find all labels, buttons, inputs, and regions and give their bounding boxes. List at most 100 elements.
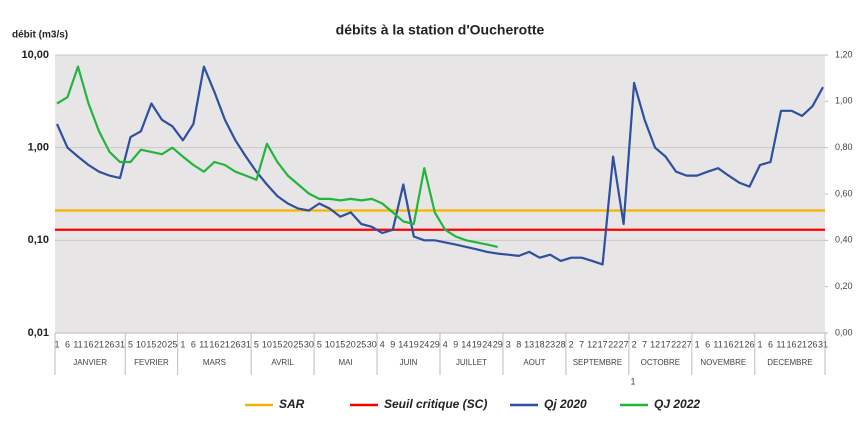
x-tick-label: 15	[272, 339, 282, 349]
x-tick-label: 7	[579, 339, 584, 349]
x-tick-label: 1	[54, 339, 59, 349]
month-label: NOVEMBRE	[700, 358, 746, 367]
x-tick-label: 1	[180, 339, 185, 349]
y-tick-label: 0,01	[28, 327, 49, 339]
month-label: JUILLET	[456, 358, 487, 367]
x-tick-label: 13	[524, 339, 534, 349]
x-tick-label: 21	[94, 339, 104, 349]
x-tick-label: 15	[146, 339, 156, 349]
month-label: MAI	[338, 358, 352, 367]
x-tick-label: 28	[556, 339, 566, 349]
x-tick-label: 4	[443, 339, 448, 349]
x-tick-label: 17	[598, 339, 608, 349]
x-tick-label: 11	[199, 339, 208, 349]
x-tick-label: 5	[254, 339, 259, 349]
x-tick-label: 3	[506, 339, 511, 349]
x-tick-label: 31	[115, 339, 125, 349]
series-line	[56, 65, 498, 248]
x-tick-label: 21	[220, 339, 230, 349]
x-tick-label: 31	[241, 339, 251, 349]
x-tick-label: 11	[73, 339, 82, 349]
chart-title: débits à la station d'Oucherotte	[336, 22, 545, 38]
x-tick-label: 26	[230, 339, 240, 349]
x-tick-label: 2	[632, 339, 637, 349]
x-tick-label: 6	[191, 339, 196, 349]
legend-label: Seuil critique (SC)	[384, 397, 487, 411]
x-tick-label: 20	[157, 339, 167, 349]
x-tick-label: 5	[317, 339, 322, 349]
x-tick-label: 7	[642, 339, 647, 349]
x-tick-label: 12	[587, 339, 597, 349]
x-tick-label: 19	[472, 339, 482, 349]
x-tick-label: 16	[83, 339, 93, 349]
y2-tick-label: 1,00	[835, 96, 853, 106]
x-tick-label: 20	[283, 339, 293, 349]
y-tick-label: 0,10	[28, 234, 49, 246]
month-label: FEVRIER	[134, 358, 169, 367]
y-tick-label: 10,00	[21, 49, 49, 61]
x-tick-label: 1	[695, 339, 700, 349]
x-tick-label: 10	[262, 339, 272, 349]
x-tick-label: 24	[419, 339, 429, 349]
x-tick-label: 17	[661, 339, 671, 349]
legend-label: Qj 2020	[544, 397, 587, 411]
y2-tick-label: 0,20	[835, 281, 853, 291]
y2-tick-label: 0,00	[835, 327, 853, 337]
x-tick-label: 11	[713, 339, 722, 349]
y2-tick-label: 0,40	[835, 235, 853, 245]
x-tick-label: 6	[65, 339, 70, 349]
x-tick-label: 2	[569, 339, 574, 349]
x-tick-label: 16	[787, 339, 797, 349]
x-tick-label: 9	[453, 339, 458, 349]
month-label: AOUT	[523, 358, 545, 367]
x-tick-label: 20	[346, 339, 356, 349]
x-tick-label: 26	[807, 339, 817, 349]
x-tick-label: 10	[136, 339, 146, 349]
x-tick-label: 1	[758, 339, 763, 349]
month-label: JANVIER	[73, 358, 107, 367]
x-tick-label: 14	[398, 339, 408, 349]
x-tick-label: 29	[493, 339, 503, 349]
x-tick-label: 21	[734, 339, 744, 349]
x-tick-label: 30	[367, 339, 377, 349]
y-axis-label: débit (m3/s)	[12, 30, 68, 41]
x-tick-label: 27	[682, 339, 692, 349]
annotation: 1	[630, 376, 635, 386]
x-tick-label: 16	[209, 339, 219, 349]
legend-label: SAR	[279, 397, 305, 411]
x-tick-label: 25	[356, 339, 366, 349]
x-tick-label: 26	[745, 339, 755, 349]
y2-tick-label: 0,60	[835, 188, 853, 198]
x-tick-label: 25	[293, 339, 303, 349]
month-label: SEPTEMBRE	[573, 358, 622, 367]
x-tick-label: 4	[380, 339, 385, 349]
month-label: AVRIL	[271, 358, 294, 367]
x-tick-label: 22	[671, 339, 681, 349]
x-tick-label: 30	[304, 339, 314, 349]
x-tick-label: 23	[545, 339, 555, 349]
x-tick-label: 24	[482, 339, 492, 349]
y2-tick-label: 0,80	[835, 142, 853, 152]
x-tick-label: 9	[390, 339, 395, 349]
x-tick-label: 6	[768, 339, 773, 349]
x-tick-label: 25	[167, 339, 177, 349]
x-tick-label: 16	[724, 339, 734, 349]
x-tick-label: 22	[608, 339, 618, 349]
x-tick-label: 26	[104, 339, 114, 349]
series-line	[55, 65, 824, 266]
x-tick-label: 19	[409, 339, 419, 349]
x-tick-label: 29	[430, 339, 440, 349]
x-tick-label: 14	[461, 339, 471, 349]
x-tick-label: 15	[335, 339, 345, 349]
y-tick-label: 1,00	[28, 142, 49, 154]
y2-tick-label: 1,20	[835, 49, 853, 59]
x-tick-label: 8	[516, 339, 521, 349]
x-tick-label: 27	[619, 339, 629, 349]
x-tick-label: 18	[535, 339, 545, 349]
month-label: DECEMBRE	[767, 358, 812, 367]
x-tick-label: 10	[325, 339, 335, 349]
x-tick-label: 6	[705, 339, 710, 349]
month-label: MARS	[203, 358, 226, 367]
legend-label: QJ 2022	[654, 397, 700, 411]
